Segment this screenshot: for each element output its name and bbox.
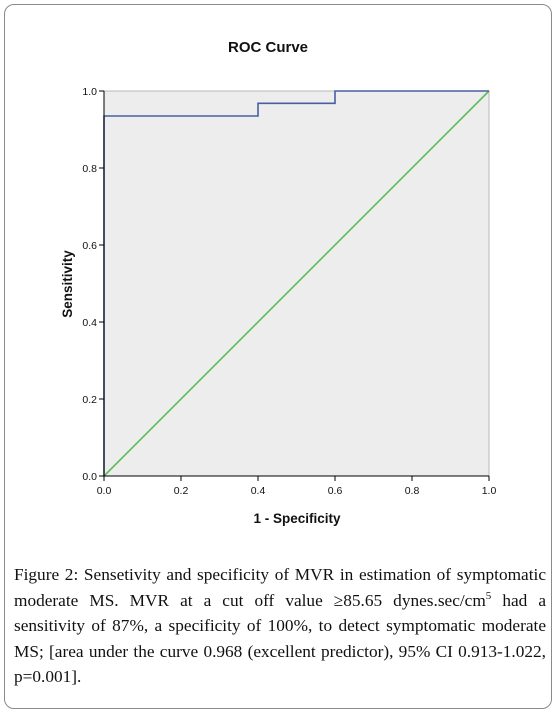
y-ticks: 0.0 0.2 0.4 0.6 0.8 1.0 [82, 86, 104, 483]
x-tick-label: 0.0 [97, 485, 112, 497]
x-tick-label: 0.8 [405, 485, 420, 497]
y-tick-label: 0.0 [82, 471, 97, 483]
y-tick-label: 0.2 [82, 394, 97, 406]
x-tick-label: 0.6 [328, 485, 343, 497]
caption-label: Figure 2 [14, 565, 74, 584]
x-tick-label: 0.2 [174, 485, 189, 497]
x-axis-label: 1 - Specificity [253, 511, 341, 526]
y-tick-label: 0.4 [82, 317, 97, 329]
y-axis-label: Sensitivity [60, 250, 75, 318]
x-tick-label: 1.0 [482, 485, 497, 497]
y-tick-label: 1.0 [82, 86, 97, 98]
chart-title: ROC Curve [228, 39, 308, 56]
caption-superscript: 5 [485, 589, 492, 602]
roc-chart: ROC Curve 0.0 0.2 0.4 0.6 0.8 1.0 0.00.20.40.… [60, 39, 497, 526]
y-tick-label: 0.8 [82, 163, 97, 175]
reference-line-group [103, 90, 490, 477]
figure-caption: Figure 2: Sensetivity and specificity of… [14, 562, 546, 690]
reference-diagonal-line [103, 90, 490, 477]
x-ticks: 0.0 0.2 0.4 0.6 0.8 1.0 [97, 476, 497, 497]
caption-text-part2: had a sensitivity of 87%, a specificity … [14, 590, 546, 687]
x-tick-label: 0.4 [251, 485, 266, 497]
caption-text-part1: : Sensetivity and specificity of MVR in … [14, 565, 546, 610]
y-tick-label: 0.6 [82, 240, 97, 252]
